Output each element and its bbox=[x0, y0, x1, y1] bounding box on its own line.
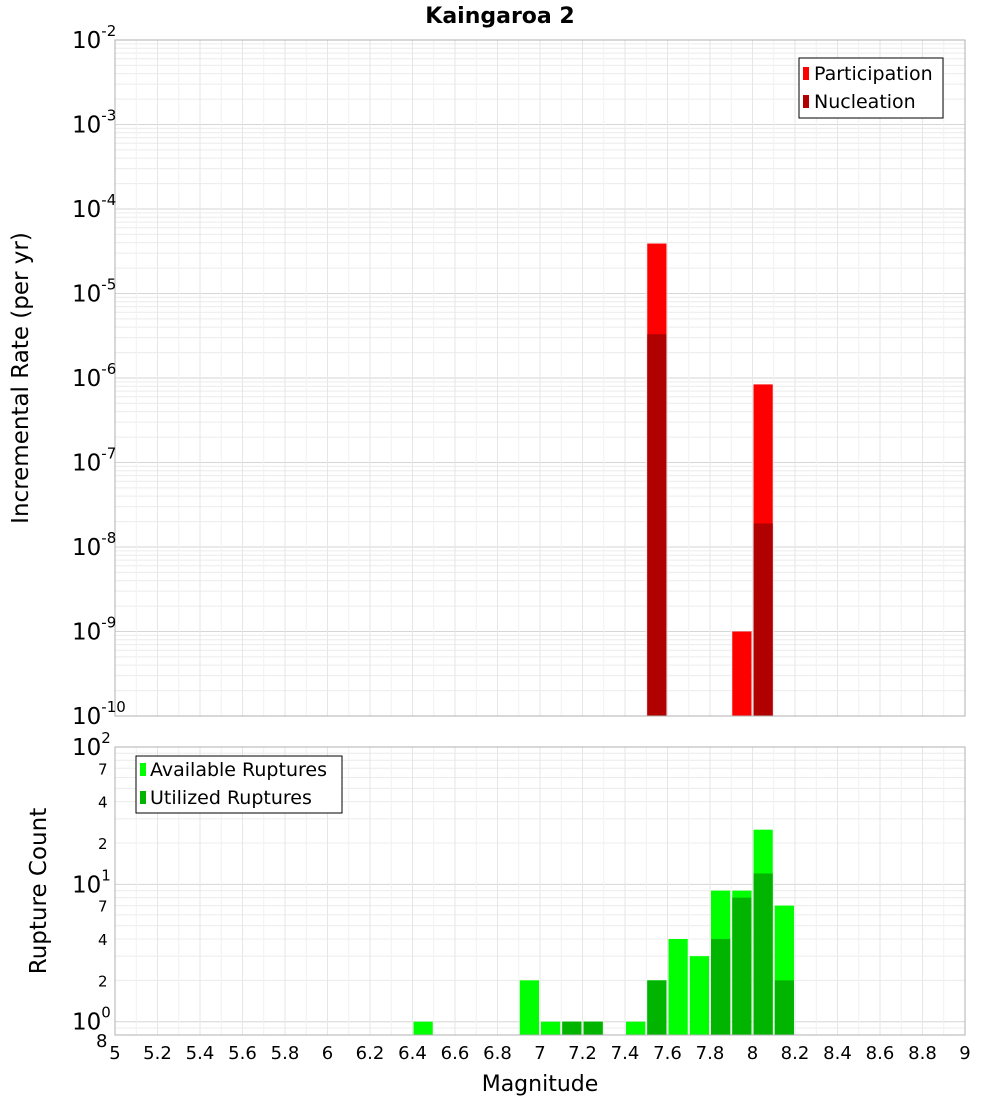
count-y-tick-label: 4 bbox=[98, 794, 108, 812]
legend-label: Utilized Ruptures bbox=[150, 787, 312, 809]
count-legend-box bbox=[135, 755, 343, 814]
rate-y-tick-label: 10-3 bbox=[72, 107, 116, 139]
available-ruptures-bar bbox=[668, 939, 688, 1035]
rate-plot: 10-10 10-9 10-8 10-7 10-6 10-5 10-4 10-3 10-2 In… bbox=[8, 22, 966, 730]
count-y-tick-label: 8 bbox=[96, 1031, 107, 1052]
utilized-ruptures-bar bbox=[753, 873, 773, 1035]
x-tick-label: 6 bbox=[322, 1043, 333, 1064]
available-ruptures-bar bbox=[689, 956, 709, 1035]
x-tick-label: 7.2 bbox=[568, 1043, 597, 1064]
x-tick-label: 6.6 bbox=[441, 1043, 470, 1064]
legend-swatch bbox=[140, 763, 146, 776]
count-y-tick-label: 4 bbox=[98, 931, 108, 949]
x-tick-label: 8.8 bbox=[908, 1043, 937, 1064]
x-axis-label: Magnitude bbox=[482, 1072, 599, 1097]
rate-plot-grid bbox=[114, 40, 966, 717]
x-tick-label: 7.8 bbox=[696, 1043, 725, 1064]
utilized-ruptures-bar bbox=[562, 1021, 582, 1035]
available-ruptures-bar bbox=[519, 980, 539, 1035]
count-y-axis-label: Rupture Count bbox=[26, 808, 52, 974]
x-tick-label: 6.2 bbox=[356, 1043, 385, 1064]
utilized-ruptures-bar bbox=[774, 980, 794, 1035]
participation-bar bbox=[732, 631, 752, 716]
legend-label: Participation bbox=[814, 63, 933, 85]
x-tick-label: 6.8 bbox=[483, 1043, 512, 1064]
legend-label: Nucleation bbox=[814, 91, 916, 113]
x-tick-label: 9 bbox=[959, 1043, 970, 1064]
nucleation-bar bbox=[647, 334, 667, 716]
x-tick-label: 5 bbox=[109, 1043, 120, 1064]
utilized-ruptures-bar bbox=[583, 1021, 603, 1035]
x-tick-label: 7 bbox=[534, 1043, 545, 1064]
x-tick-label: 8.6 bbox=[866, 1043, 895, 1064]
legend-swatch bbox=[803, 95, 809, 108]
rate-y-tick-label: 10-4 bbox=[72, 191, 116, 223]
x-tick-label: 5.4 bbox=[186, 1043, 215, 1064]
x-tick-label: 5.8 bbox=[271, 1043, 300, 1064]
x-tick-label: 7.4 bbox=[611, 1043, 640, 1064]
x-tick-label: 7.6 bbox=[653, 1043, 682, 1064]
rate-y-ticks: 10-10 10-9 10-8 10-7 10-6 10-5 10-4 10-3 10-2 bbox=[72, 22, 126, 730]
count-y-tick-label: 2 bbox=[98, 972, 108, 990]
available-ruptures-bar bbox=[413, 1021, 433, 1035]
x-tick-label: 6.4 bbox=[398, 1043, 427, 1064]
legend-swatch bbox=[140, 791, 146, 804]
rate-legend: Participation Nucleation bbox=[798, 57, 944, 119]
rate-y-tick-label: 10-2 bbox=[72, 22, 116, 54]
utilized-ruptures-bar bbox=[647, 980, 667, 1035]
nucleation-bar bbox=[753, 523, 773, 716]
count-y-tick-label: 101 bbox=[72, 866, 111, 898]
x-tick-label: 8.2 bbox=[781, 1043, 810, 1064]
legend-label: Available Ruptures bbox=[150, 759, 327, 781]
x-tick-label: 5.2 bbox=[143, 1043, 172, 1064]
rate-y-tick-label: 10-6 bbox=[72, 360, 116, 392]
rate-y-tick-label: 10-7 bbox=[72, 445, 116, 477]
rate-y-tick-label: 10-9 bbox=[72, 614, 116, 646]
rate-y-tick-label: 10-8 bbox=[72, 529, 116, 561]
count-y-tick-label: 2 bbox=[98, 835, 108, 853]
available-ruptures-bar bbox=[626, 1021, 646, 1035]
count-y-tick-label: 102 bbox=[72, 729, 111, 761]
rate-y-tick-label: 10-5 bbox=[72, 276, 116, 308]
count-plot-bars bbox=[413, 829, 794, 1035]
x-tick-label: 8 bbox=[747, 1043, 758, 1064]
legend-swatch bbox=[803, 67, 809, 80]
x-tick-label: 8.4 bbox=[823, 1043, 852, 1064]
rate-y-axis-label: Incremental Rate (per yr) bbox=[8, 232, 34, 524]
chart-title: Kaingaroa 2 bbox=[425, 4, 574, 29]
count-y-tick-label: 7 bbox=[98, 760, 108, 778]
rate-plot-bars bbox=[647, 243, 773, 716]
count-y-tick-label: 100 bbox=[72, 1004, 111, 1036]
rate-plot-border bbox=[114, 39, 966, 717]
count-y-tick-label: 7 bbox=[98, 898, 108, 916]
count-plot-border bbox=[114, 746, 966, 1036]
count-legend: Available Ruptures Utilized Ruptures bbox=[135, 755, 343, 814]
utilized-ruptures-bar bbox=[732, 897, 752, 1035]
x-tick-label: 5.6 bbox=[228, 1043, 257, 1064]
available-ruptures-bar bbox=[541, 1021, 561, 1035]
count-plot-grid bbox=[114, 746, 966, 1035]
rate-legend-box bbox=[798, 57, 944, 119]
count-x-ticks: 5 5.2 5.4 5.6 5.8 6 6.2 6.4 6.6 6.8 7 7.2 7.4 7.6 7.8 8… bbox=[109, 1043, 970, 1064]
utilized-ruptures-bar bbox=[711, 939, 731, 1035]
rate-y-tick-label: 10-10 bbox=[72, 698, 126, 730]
